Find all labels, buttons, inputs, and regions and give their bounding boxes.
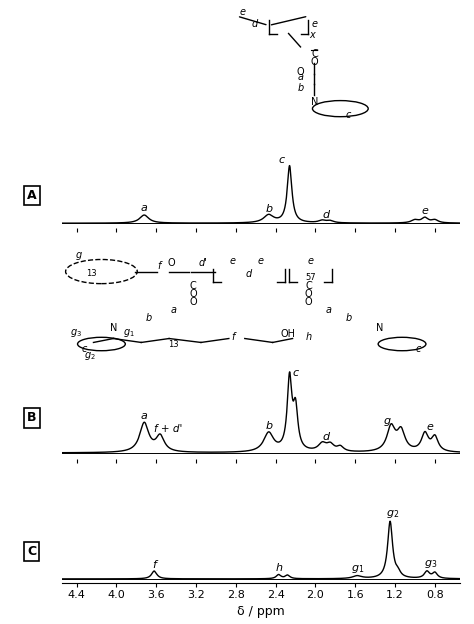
Text: b: b [297,83,304,93]
Text: $g_2$: $g_2$ [386,509,400,520]
Text: O: O [310,57,318,67]
Text: C: C [27,545,36,558]
Text: B: B [27,411,36,424]
Text: a: a [170,305,176,315]
Text: b: b [265,421,272,431]
Text: $g_3$: $g_3$ [70,326,82,339]
Text: f: f [152,560,156,570]
Text: $g_1$: $g_1$ [351,563,364,575]
Text: N: N [109,323,117,333]
Text: O: O [297,67,304,77]
Text: d': d' [199,258,208,268]
Text: d: d [323,210,330,220]
Text: e: e [258,255,264,266]
Text: a: a [298,72,303,82]
Text: e: e [311,19,318,29]
Text: a: a [141,411,148,421]
Text: e: e [421,207,428,217]
Text: e: e [427,422,433,432]
Text: e: e [308,255,313,266]
Text: b: b [146,313,152,323]
Text: N: N [311,97,318,107]
Text: 57: 57 [305,273,316,281]
Text: f: f [157,261,161,271]
Text: C: C [305,281,312,291]
Text: O: O [189,297,197,307]
Text: $g_2$: $g_2$ [83,350,95,362]
Text: $g_1$: $g_1$ [123,326,135,339]
Text: O: O [189,289,197,299]
Text: c: c [82,344,87,354]
Text: d: d [323,432,330,442]
Text: x: x [310,29,315,39]
Text: $g_3$: $g_3$ [424,558,438,570]
Text: e: e [240,7,246,17]
Text: f: f [231,332,235,342]
Text: c: c [416,344,421,354]
Text: c: c [292,368,299,378]
Text: d: d [252,19,258,29]
X-axis label: δ / ppm: δ / ppm [237,605,284,618]
Text: c: c [279,155,285,165]
Text: g: g [75,250,82,260]
Text: h: h [275,563,282,573]
Text: a: a [141,203,148,213]
Text: b: b [265,203,272,213]
Text: d: d [246,269,252,279]
Text: C: C [190,281,196,291]
Text: O: O [167,258,175,268]
Text: e: e [230,255,236,266]
Text: 13: 13 [168,340,178,349]
Text: g: g [383,416,391,426]
Text: a: a [325,305,331,315]
Text: O: O [305,297,312,307]
Text: N: N [376,323,384,333]
Text: C: C [311,49,318,59]
Text: f + d': f + d' [154,424,182,434]
Text: O: O [305,289,312,299]
Text: 13: 13 [86,268,97,278]
Text: OH: OH [281,329,296,339]
Text: A: A [27,189,36,202]
Text: c: c [346,110,351,120]
Text: h: h [305,332,311,342]
Text: b: b [345,313,351,323]
